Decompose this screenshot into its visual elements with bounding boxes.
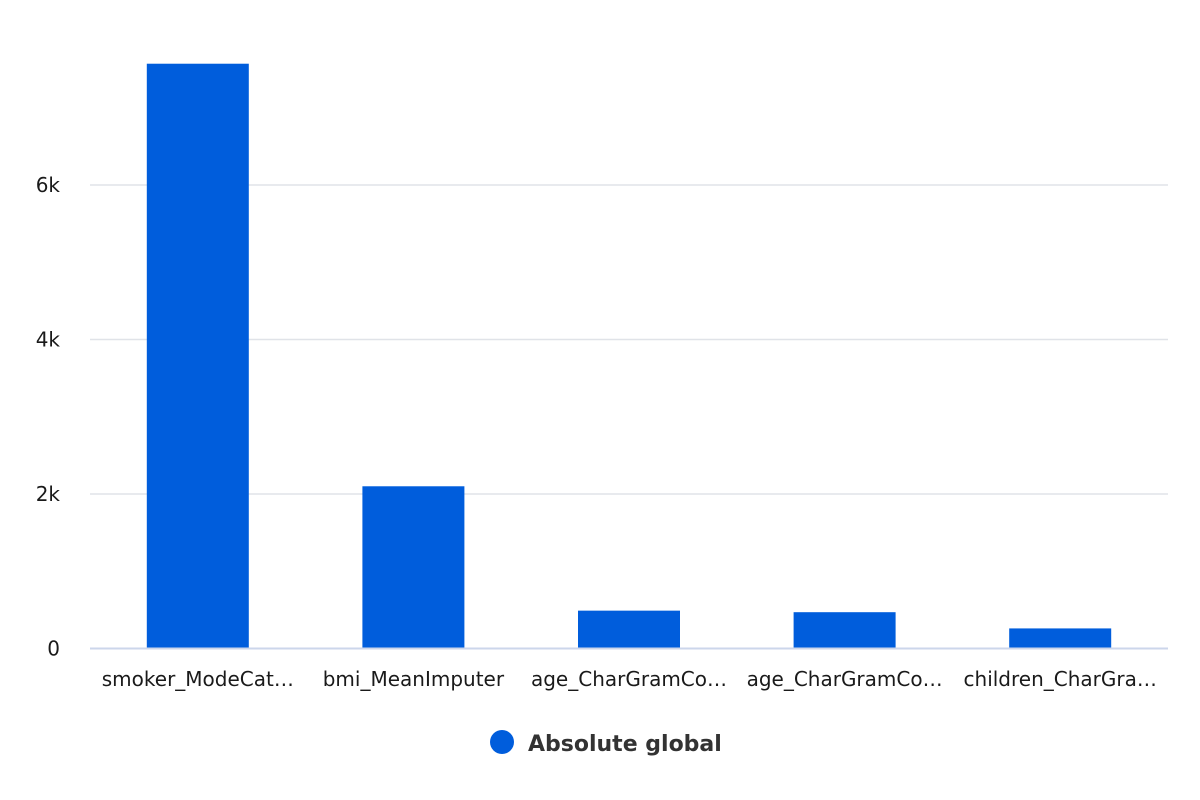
x-tick-label: age_CharGramCo… (747, 667, 943, 691)
legend[interactable]: Absolute global (490, 730, 722, 757)
bar[interactable] (793, 612, 896, 649)
y-tick-label: 0 (47, 637, 60, 661)
x-tick-label: children_CharGra… (964, 667, 1157, 691)
y-tick-label: 2k (36, 482, 61, 506)
legend-marker-icon[interactable] (490, 730, 514, 754)
y-tick-label: 4k (36, 328, 61, 352)
bar[interactable] (578, 610, 680, 649)
bars (146, 63, 1112, 649)
bar[interactable] (146, 63, 249, 649)
x-tick-label: age_CharGramCo… (531, 667, 727, 691)
y-axis-ticks: 0 2k 4k 6k (36, 173, 61, 661)
bar[interactable] (362, 486, 465, 649)
x-tick-label: bmi_MeanImputer (323, 667, 505, 691)
legend-label[interactable]: Absolute global (528, 732, 722, 757)
grid-lines (90, 184, 1168, 495)
x-tick-label: smoker_ModeCat… (102, 667, 294, 691)
x-axis-labels: smoker_ModeCat… bmi_MeanImputer age_CharGr… (102, 667, 1157, 691)
y-tick-label: 6k (36, 173, 61, 197)
bar[interactable] (1009, 628, 1112, 649)
